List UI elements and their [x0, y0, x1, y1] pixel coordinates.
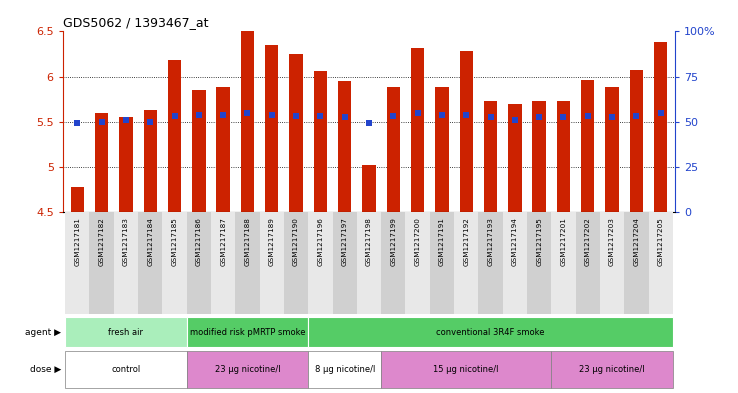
Bar [71, 187, 84, 212]
Bar [211, 212, 235, 314]
Text: GSM1217181: GSM1217181 [75, 217, 80, 266]
Text: GSM1217202: GSM1217202 [584, 217, 590, 266]
Text: GSM1217184: GSM1217184 [148, 217, 154, 266]
Text: GSM1217189: GSM1217189 [269, 217, 275, 266]
Text: 8 µg nicotine/l: 8 µg nicotine/l [314, 365, 375, 374]
Bar [241, 31, 254, 212]
Bar [357, 212, 381, 314]
Bar [381, 351, 551, 388]
Text: fresh air: fresh air [108, 328, 143, 336]
Bar [605, 88, 618, 212]
Bar [527, 212, 551, 314]
Bar [405, 212, 430, 314]
Bar [235, 212, 260, 314]
Bar [308, 317, 673, 347]
Bar [411, 48, 424, 212]
Bar [532, 101, 546, 212]
Bar [308, 351, 381, 388]
Bar [308, 212, 333, 314]
Bar [289, 54, 303, 212]
Text: GSM1217188: GSM1217188 [244, 217, 250, 266]
Bar [362, 165, 376, 212]
Bar [138, 212, 162, 314]
Bar [624, 212, 649, 314]
Bar [630, 70, 643, 212]
Bar [551, 351, 673, 388]
Text: GSM1217197: GSM1217197 [342, 217, 348, 266]
Bar [168, 61, 182, 212]
Text: GSM1217204: GSM1217204 [633, 217, 639, 266]
Bar [284, 212, 308, 314]
Text: GSM1217191: GSM1217191 [439, 217, 445, 266]
Text: agent ▶: agent ▶ [25, 328, 61, 336]
Text: GSM1217186: GSM1217186 [196, 217, 202, 266]
Text: 23 µg nicotine/l: 23 µg nicotine/l [215, 365, 280, 374]
Bar [387, 88, 400, 212]
Bar [260, 212, 284, 314]
Bar [65, 317, 187, 347]
Bar [162, 212, 187, 314]
Bar [333, 212, 357, 314]
Bar [265, 45, 278, 212]
Text: GSM1217200: GSM1217200 [415, 217, 421, 266]
Text: GSM1217182: GSM1217182 [99, 217, 105, 266]
Bar [65, 351, 187, 388]
Bar [65, 212, 89, 314]
Bar [600, 212, 624, 314]
Bar [484, 101, 497, 212]
Text: GSM1217192: GSM1217192 [463, 217, 469, 266]
Text: GSM1217187: GSM1217187 [220, 217, 226, 266]
Bar [120, 118, 133, 212]
Bar [114, 212, 138, 314]
Bar [581, 80, 594, 212]
Text: GSM1217194: GSM1217194 [512, 217, 518, 266]
Text: conventional 3R4F smoke: conventional 3R4F smoke [436, 328, 545, 336]
Bar [187, 351, 308, 388]
Text: GSM1217198: GSM1217198 [366, 217, 372, 266]
Bar [551, 212, 576, 314]
Bar [314, 71, 327, 212]
Bar [454, 212, 478, 314]
Text: GSM1217199: GSM1217199 [390, 217, 396, 266]
Text: GSM1217195: GSM1217195 [536, 217, 542, 266]
Text: GSM1217185: GSM1217185 [171, 217, 178, 266]
Bar [478, 212, 503, 314]
Bar [187, 317, 308, 347]
Bar [187, 212, 211, 314]
Bar [576, 212, 600, 314]
Text: 15 µg nicotine/l: 15 µg nicotine/l [433, 365, 499, 374]
Bar [460, 51, 473, 212]
Bar [338, 81, 351, 212]
Text: GSM1217201: GSM1217201 [560, 217, 567, 266]
Text: GDS5062 / 1393467_at: GDS5062 / 1393467_at [63, 16, 208, 29]
Text: 23 µg nicotine/l: 23 µg nicotine/l [579, 365, 645, 374]
Bar [381, 212, 405, 314]
Text: GSM1217183: GSM1217183 [123, 217, 129, 266]
Bar [508, 104, 522, 212]
Text: GSM1217205: GSM1217205 [658, 217, 663, 266]
Bar [89, 212, 114, 314]
Text: dose ▶: dose ▶ [30, 365, 61, 374]
Bar [654, 42, 667, 212]
Bar [435, 88, 449, 212]
Text: GSM1217203: GSM1217203 [609, 217, 615, 266]
Bar [503, 212, 527, 314]
Bar [95, 113, 108, 212]
Bar [144, 110, 157, 212]
Text: modified risk pMRTP smoke: modified risk pMRTP smoke [190, 328, 306, 336]
Bar [649, 212, 673, 314]
Bar [556, 101, 570, 212]
Bar [192, 90, 206, 212]
Text: control: control [111, 365, 140, 374]
Text: GSM1217193: GSM1217193 [488, 217, 494, 266]
Bar [430, 212, 454, 314]
Text: GSM1217196: GSM1217196 [317, 217, 323, 266]
Bar [216, 88, 230, 212]
Text: GSM1217190: GSM1217190 [293, 217, 299, 266]
